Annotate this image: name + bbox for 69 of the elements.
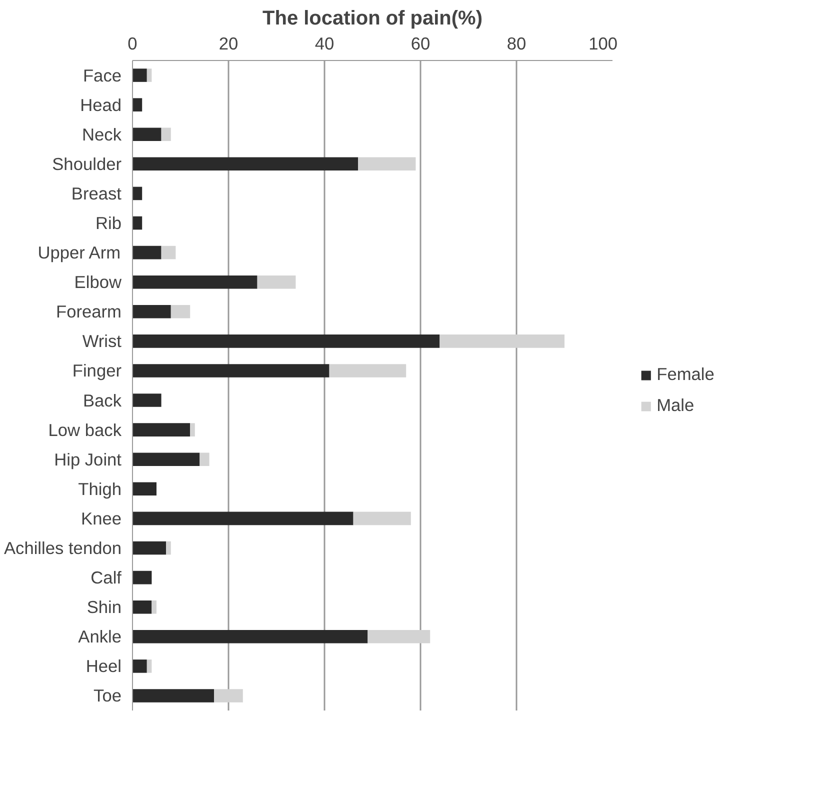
bar bbox=[329, 364, 406, 378]
bar bbox=[368, 630, 430, 644]
y-tick-label: Hip Joint bbox=[54, 449, 122, 470]
bar bbox=[166, 541, 171, 555]
x-tick-label: 0 bbox=[128, 34, 138, 54]
y-tick-label: Face bbox=[82, 65, 122, 86]
bar bbox=[132, 689, 214, 702]
bar bbox=[132, 452, 200, 466]
legend-label: Female bbox=[656, 364, 714, 385]
x-tick-label: 100 bbox=[588, 34, 618, 54]
bar bbox=[132, 186, 142, 200]
bar bbox=[190, 423, 195, 436]
bar bbox=[353, 512, 411, 526]
y-tick-label: Shin bbox=[86, 597, 122, 618]
y-tick-label: Heel bbox=[86, 656, 122, 676]
bar bbox=[146, 68, 152, 82]
bar bbox=[132, 128, 162, 142]
y-tick-label: Upper Arm bbox=[38, 242, 121, 263]
bar bbox=[161, 246, 176, 260]
bar bbox=[152, 600, 156, 614]
bar bbox=[132, 304, 171, 318]
bar bbox=[132, 600, 152, 614]
bar bbox=[132, 275, 258, 289]
y-tick-label: Wrist bbox=[82, 331, 122, 352]
y-tick-label: Elbow bbox=[74, 272, 122, 292]
bar bbox=[132, 98, 142, 112]
y-tick-label: Head bbox=[80, 94, 122, 115]
chart-title: The location of pain(%) bbox=[262, 8, 483, 30]
bar bbox=[214, 689, 243, 702]
y-tick-label: Finger bbox=[72, 360, 122, 381]
x-tick-label: 40 bbox=[314, 34, 334, 54]
y-tick-label: Ankle bbox=[78, 626, 122, 647]
x-tick-label: 80 bbox=[506, 34, 526, 54]
bar bbox=[200, 452, 210, 466]
y-tick-label: Thigh bbox=[78, 478, 122, 499]
x-tick-label: 20 bbox=[218, 34, 238, 54]
bar bbox=[358, 157, 416, 171]
bar bbox=[132, 246, 162, 260]
y-tick-label: Neck bbox=[82, 124, 122, 144]
bar bbox=[170, 304, 190, 318]
y-tick-label: Low back bbox=[48, 420, 122, 440]
bar bbox=[132, 570, 152, 584]
bar bbox=[132, 157, 358, 171]
bar bbox=[257, 275, 296, 289]
bar bbox=[132, 660, 147, 673]
bar bbox=[440, 334, 564, 348]
legend-label: Male bbox=[656, 395, 694, 416]
bar bbox=[132, 334, 440, 348]
y-tick-label: Knee bbox=[81, 508, 122, 528]
bar bbox=[132, 630, 368, 644]
y-tick-label: Toe bbox=[94, 686, 122, 706]
bar bbox=[132, 541, 166, 555]
bar bbox=[146, 660, 152, 673]
y-tick-label: Achilles tendon bbox=[4, 538, 122, 558]
y-tick-label: Calf bbox=[90, 568, 122, 588]
x-tick-label: 60 bbox=[410, 34, 430, 54]
bar bbox=[132, 482, 156, 496]
bar bbox=[132, 512, 354, 526]
bar bbox=[132, 364, 330, 378]
y-tick-label: Shoulder bbox=[52, 154, 122, 174]
bar bbox=[132, 216, 142, 230]
bar bbox=[132, 423, 190, 436]
bar bbox=[132, 68, 147, 82]
bar bbox=[132, 394, 162, 407]
y-tick-label: Back bbox=[82, 390, 122, 410]
y-tick-label: Breast bbox=[71, 183, 122, 204]
y-tick-label: Rib bbox=[96, 213, 122, 233]
bar bbox=[161, 128, 171, 142]
y-tick-label: Forearm bbox=[56, 302, 122, 322]
